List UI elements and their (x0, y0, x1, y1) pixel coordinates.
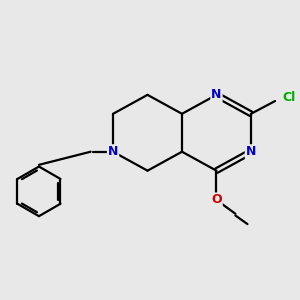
Text: O: O (211, 194, 222, 206)
Text: Cl: Cl (282, 91, 295, 104)
Text: N: N (246, 145, 256, 158)
Text: N: N (108, 145, 118, 158)
Text: N: N (211, 88, 222, 101)
